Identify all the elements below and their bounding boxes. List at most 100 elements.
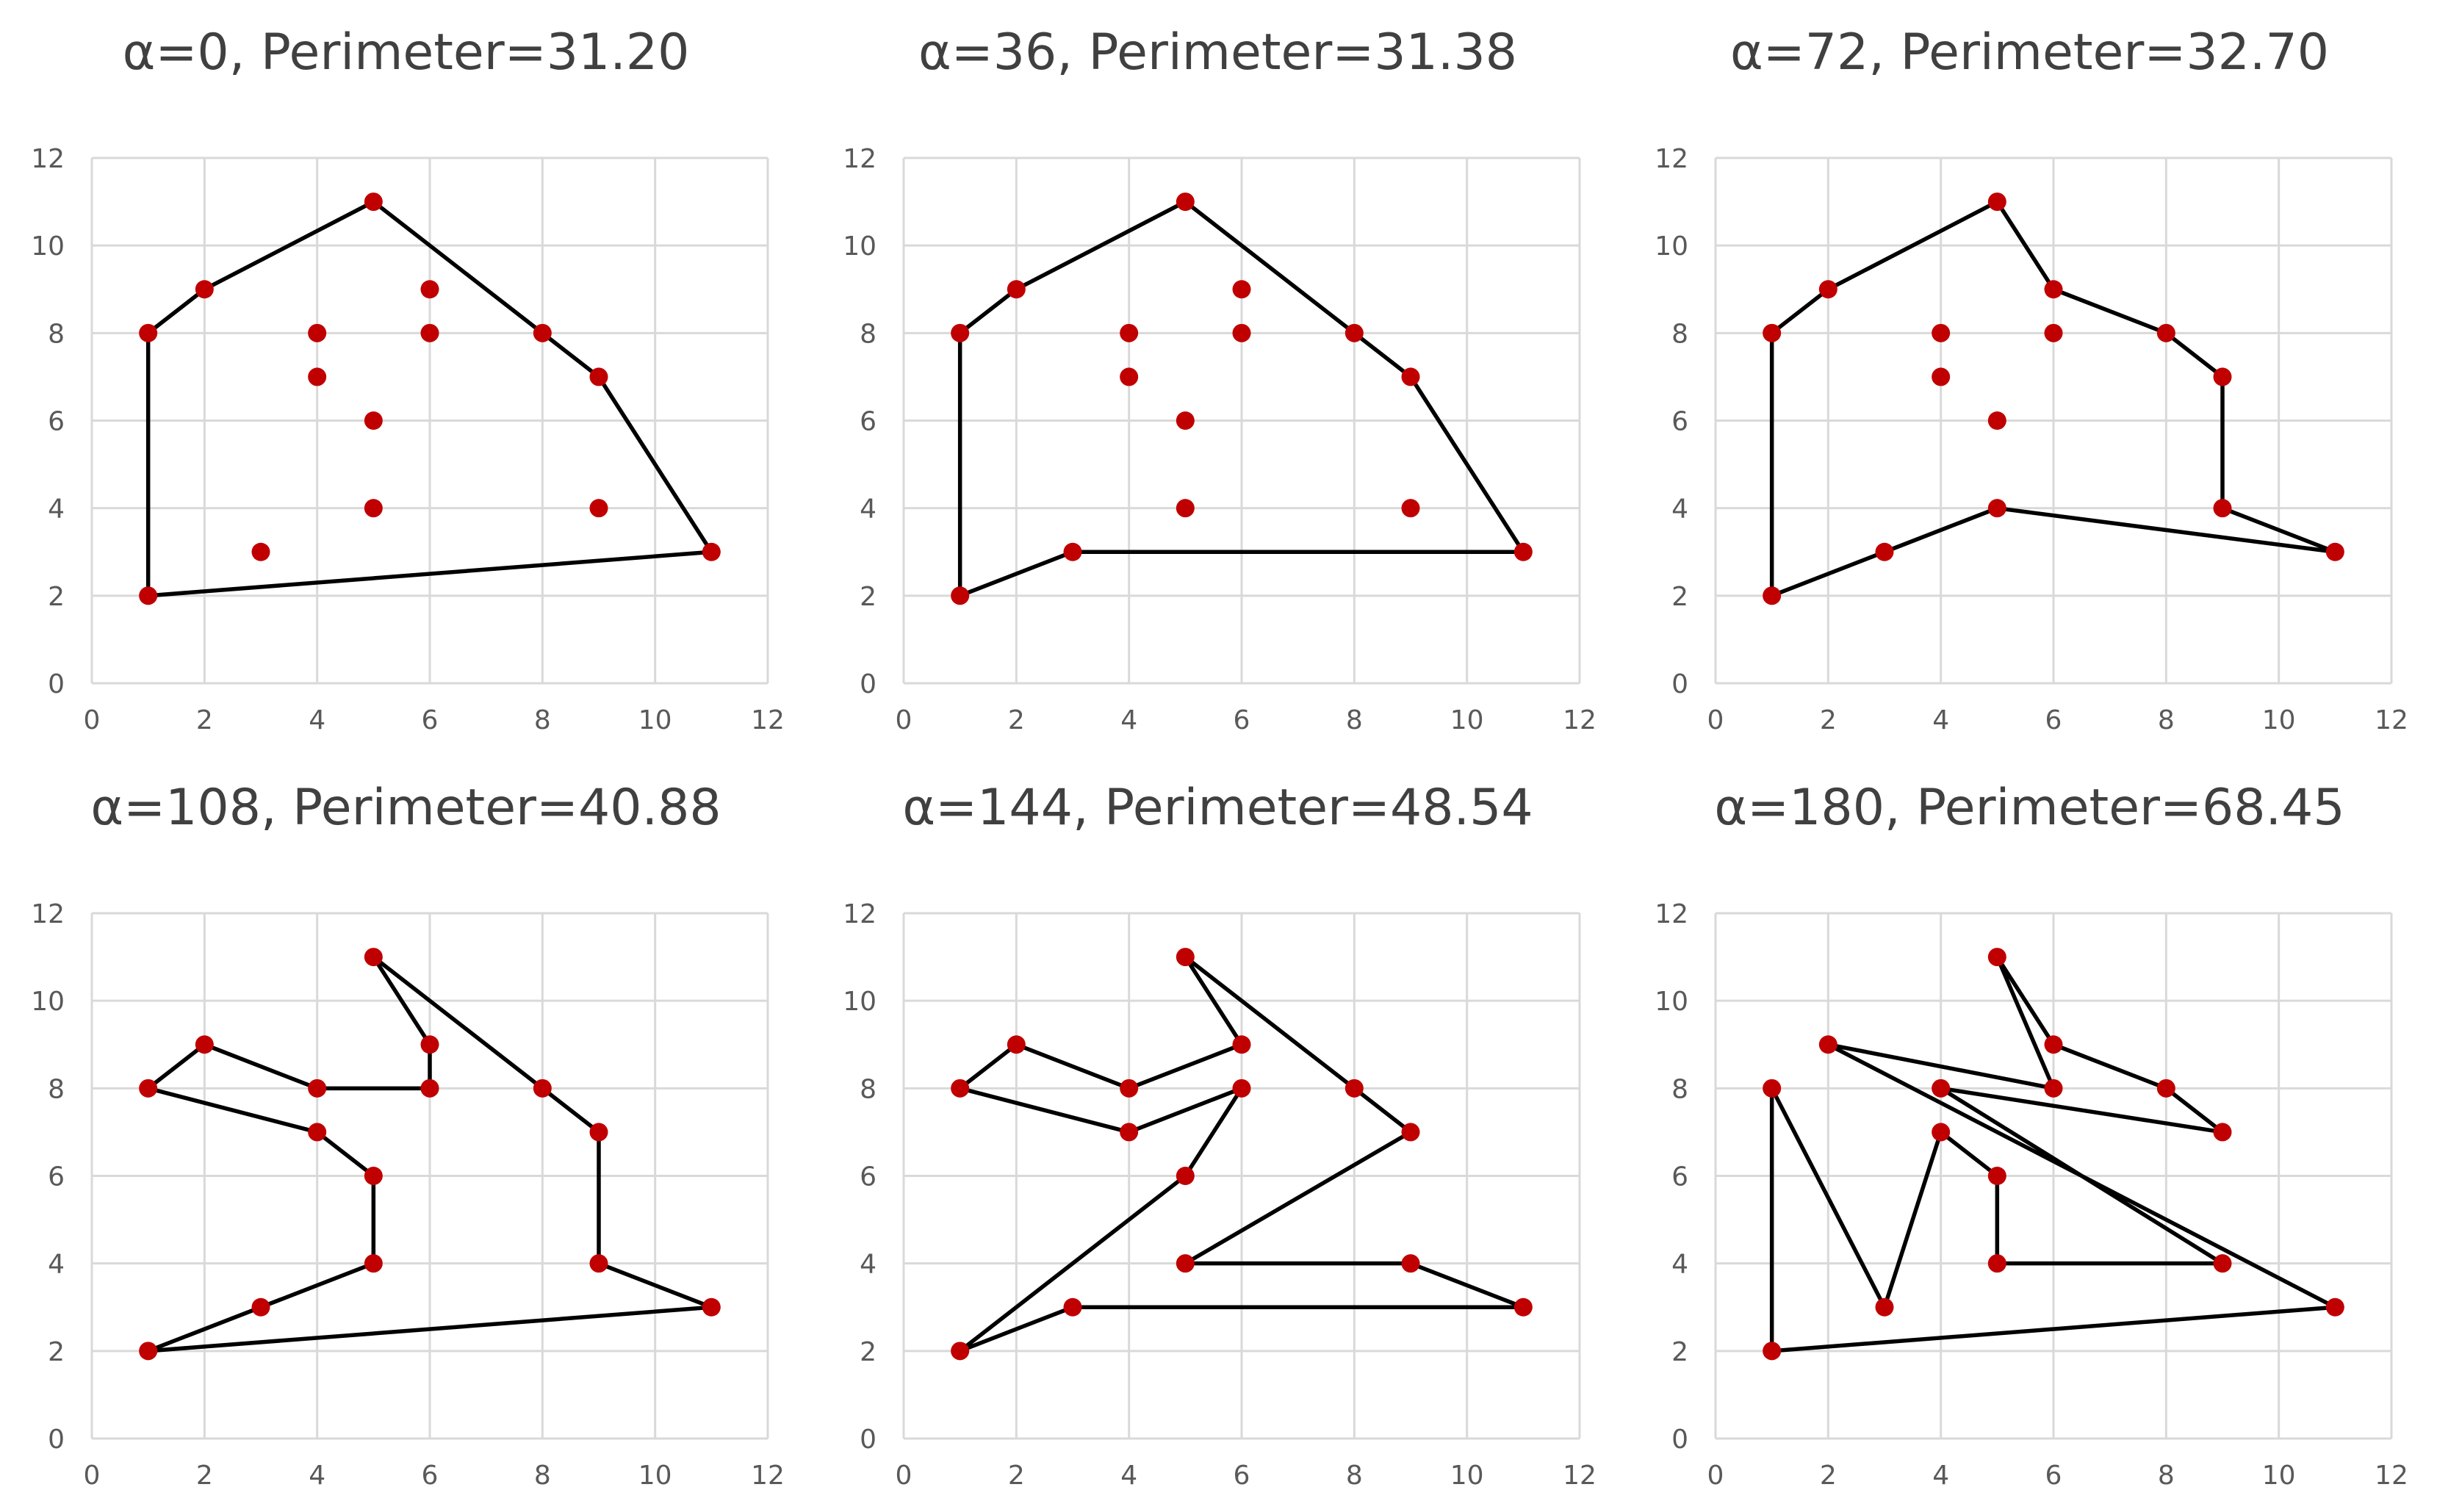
y-tick-label: 2 [1671,582,1688,612]
y-tick-label: 12 [1655,144,1688,174]
chart-panel-2: α=36, Perimeter=31.38 0 2 4 6 8 10 12 0 2 4 6 8 10 12 [812,22,1624,757]
data-point [702,1297,721,1317]
x-tick-label: 4 [1932,1461,1949,1491]
data-point [1818,280,1837,299]
x-tick-label: 2 [1008,705,1025,735]
data-point [2213,367,2232,386]
data-point [139,1342,158,1361]
boundary-polygon [1769,954,2338,1353]
x-tick-label: 8 [2158,1461,2175,1491]
data-point [2156,1079,2175,1098]
data-point [533,1079,552,1098]
x-tick-label: 10 [638,705,672,735]
data-point [1818,1035,1837,1054]
y-tick-label: 10 [31,231,65,262]
y-tick-label: 8 [860,319,876,349]
data-point [308,1123,327,1142]
data-point [2044,1079,2063,1098]
x-tick-label: 10 [2262,705,2296,735]
y-tick-label: 10 [843,231,876,262]
data-point [1763,586,1782,605]
y-tick-label: 10 [843,987,876,1017]
x-tick-label: 12 [1563,1461,1597,1491]
x-tick-label: 0 [1707,1461,1724,1491]
chart-panel-5: α=144, Perimeter=48.54 0 2 4 6 8 10 12 0 2 4 6 8 10 1… [812,777,1624,1512]
data-point [1401,499,1420,518]
data-point [2213,499,2232,518]
y-tick-label: 0 [48,669,65,699]
x-tick-label: 4 [1120,1461,1137,1491]
data-point [1987,1254,2006,1273]
y-tick-label: 8 [860,1074,876,1104]
x-tick-label: 0 [1707,705,1724,735]
y-tick-label: 2 [860,1337,876,1367]
x-tick-label: 12 [751,1461,785,1491]
y-tick-label: 6 [48,1162,65,1192]
plot-area: 0 2 4 6 8 10 12 0 2 4 6 8 10 12 [1655,899,2408,1491]
data-point [1176,1254,1195,1273]
data-point [195,1035,214,1054]
data-point [1176,948,1195,967]
y-tick-label: 0 [1671,669,1688,699]
y-tick-label: 8 [48,319,65,349]
chart-panel-4: α=108, Perimeter=40.88 0 2 4 6 8 10 12 0 2 4 6 8 10 1… [0,777,812,1512]
y-tick-label: 12 [843,899,876,929]
data-point [1007,280,1026,299]
y-tick-label: 12 [1655,899,1688,929]
x-tick-label: 6 [422,1461,439,1491]
boundary-polygon [145,199,714,598]
data-point [951,1342,970,1361]
x-tick-label: 6 [1234,1461,1250,1491]
data-point [1120,1123,1139,1142]
y-tick-label: 6 [1671,1162,1688,1192]
x-tick-label: 8 [2158,705,2175,735]
chart-title: α=108, Perimeter=40.88 [90,779,721,837]
data-point [951,1079,970,1098]
plot-area: 0 2 4 6 8 10 12 0 2 4 6 8 10 12 [843,899,1597,1491]
data-point [2044,1035,2063,1054]
x-tick-label: 10 [1450,1461,1484,1491]
data-point [364,1254,383,1273]
data-point [420,323,439,342]
data-point [2156,323,2175,342]
data-point [1932,1123,1951,1142]
data-point [364,948,383,967]
data-point [1232,1079,1251,1098]
data-point [139,1079,158,1098]
data-point [2044,323,2063,342]
data-point [951,323,970,342]
boundary-polygon [145,954,714,1353]
data-point [1401,1254,1420,1273]
data-point [951,586,970,605]
x-tick-label: 8 [1346,1461,1363,1491]
x-tick-label: 6 [1234,705,1250,735]
data-point [1987,192,2006,212]
data-point [1932,367,1951,386]
data-point [1120,323,1139,342]
data-point [2325,1297,2344,1317]
x-tick-label: 2 [1820,705,1837,735]
data-point [1875,1297,1894,1317]
data-point [1007,1035,1026,1054]
plot-area: 0 2 4 6 8 10 12 0 2 4 6 8 10 12 [31,899,785,1491]
x-tick-label: 12 [751,705,785,735]
x-tick-label: 8 [534,1461,551,1491]
y-tick-label: 12 [843,144,876,174]
data-point [1513,1297,1533,1317]
data-point [364,411,383,430]
data-point [1987,499,2006,518]
y-tick-label: 10 [1655,231,1688,262]
y-tick-label: 0 [48,1425,65,1455]
data-point [702,542,721,561]
y-tick-label: 0 [1671,1425,1688,1455]
data-point [139,586,158,605]
y-tick-label: 6 [860,407,876,437]
x-tick-label: 0 [896,705,912,735]
chart-panel-6: α=180, Perimeter=68.45 0 2 4 6 8 10 12 0 2 4 6 8 10 1… [1624,777,2436,1512]
x-tick-label: 0 [84,1461,101,1491]
data-point [1232,323,1251,342]
data-point [589,1123,608,1142]
data-point [1176,1167,1195,1185]
data-point [1345,1079,1364,1098]
